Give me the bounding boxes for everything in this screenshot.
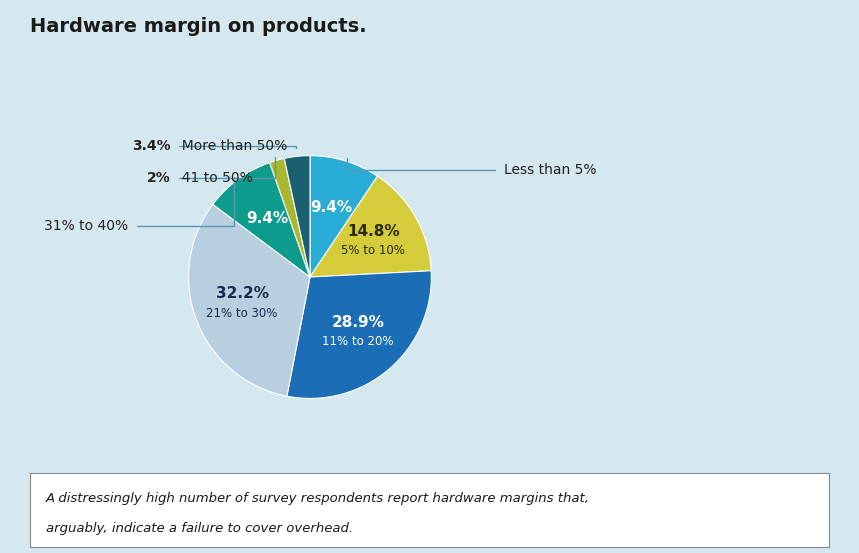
Text: arguably, indicate a failure to cover overhead.: arguably, indicate a failure to cover ov… <box>46 522 353 535</box>
Text: 3.4%: 3.4% <box>131 139 170 153</box>
Text: 14.8%: 14.8% <box>347 224 399 239</box>
Text: 9.4%: 9.4% <box>310 200 352 215</box>
Wedge shape <box>310 176 431 277</box>
Text: 21% to 30%: 21% to 30% <box>206 306 277 320</box>
Text: 2%: 2% <box>147 170 170 185</box>
Text: 41 to 50%: 41 to 50% <box>173 170 253 185</box>
Wedge shape <box>270 158 310 277</box>
Text: Hardware margin on products.: Hardware margin on products. <box>30 17 367 35</box>
Text: 32.2%: 32.2% <box>216 286 269 301</box>
Text: 11% to 20%: 11% to 20% <box>322 335 393 348</box>
Text: 31% to 40%: 31% to 40% <box>44 219 128 233</box>
Text: A distressingly high number of survey respondents report hardware margins that,: A distressingly high number of survey re… <box>46 492 590 505</box>
Text: 5% to 10%: 5% to 10% <box>341 244 405 257</box>
Wedge shape <box>310 155 377 277</box>
Text: 9.4%: 9.4% <box>246 211 288 226</box>
Wedge shape <box>284 155 310 277</box>
Text: Less than 5%: Less than 5% <box>504 163 597 177</box>
Wedge shape <box>189 205 310 396</box>
Wedge shape <box>213 163 310 277</box>
Text: More than 50%: More than 50% <box>173 139 287 153</box>
Text: 28.9%: 28.9% <box>332 315 384 330</box>
Wedge shape <box>287 271 431 398</box>
